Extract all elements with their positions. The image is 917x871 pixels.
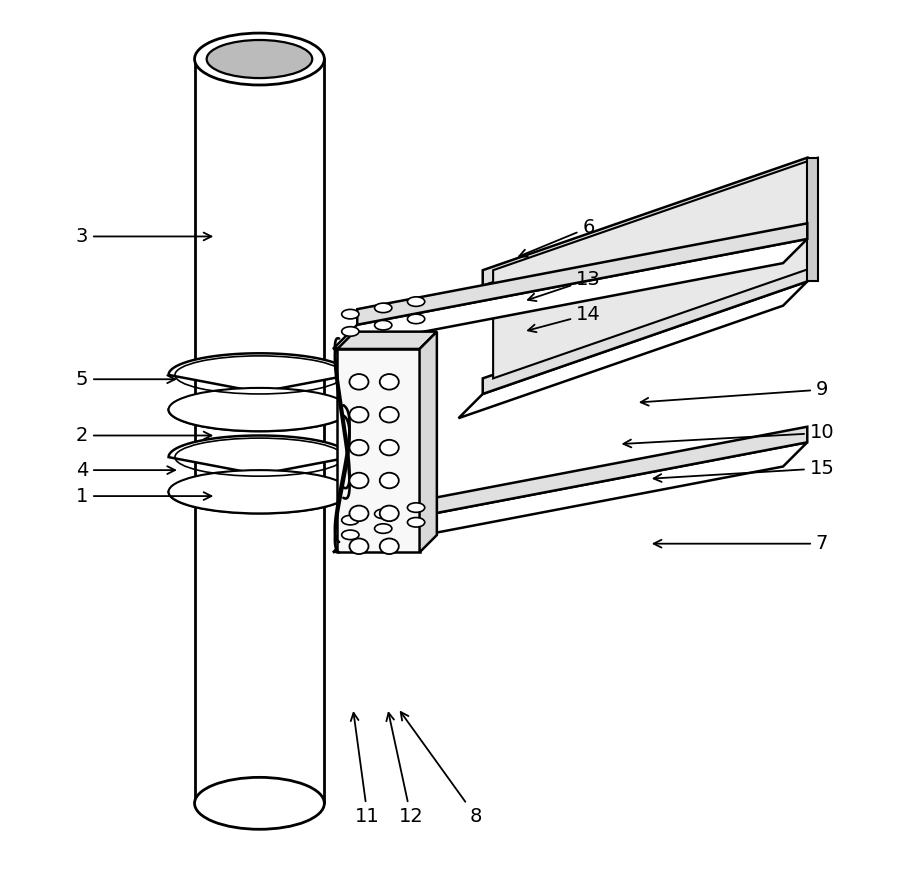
Ellipse shape	[380, 538, 399, 554]
Polygon shape	[458, 281, 807, 418]
Polygon shape	[482, 266, 807, 394]
Ellipse shape	[374, 523, 392, 533]
Polygon shape	[337, 349, 420, 552]
Ellipse shape	[374, 321, 392, 330]
Polygon shape	[169, 354, 350, 431]
Ellipse shape	[342, 309, 359, 319]
Ellipse shape	[349, 473, 369, 489]
Polygon shape	[807, 158, 818, 281]
Text: 12: 12	[386, 712, 424, 826]
Ellipse shape	[342, 530, 359, 540]
Ellipse shape	[342, 327, 359, 336]
Polygon shape	[358, 223, 807, 325]
Ellipse shape	[349, 407, 369, 422]
Ellipse shape	[342, 516, 359, 525]
Polygon shape	[194, 59, 325, 803]
Text: 14: 14	[528, 305, 601, 332]
Polygon shape	[420, 332, 436, 552]
Ellipse shape	[349, 505, 369, 521]
Ellipse shape	[407, 503, 425, 512]
Ellipse shape	[380, 407, 399, 422]
Text: 4: 4	[76, 461, 175, 480]
Text: 9: 9	[641, 380, 828, 406]
Ellipse shape	[349, 374, 369, 389]
Ellipse shape	[194, 33, 325, 85]
Polygon shape	[358, 427, 807, 528]
Ellipse shape	[206, 40, 313, 78]
Text: 2: 2	[76, 426, 212, 445]
Polygon shape	[333, 442, 807, 552]
Text: 10: 10	[624, 423, 834, 448]
Ellipse shape	[169, 388, 350, 431]
Ellipse shape	[374, 509, 392, 518]
Polygon shape	[493, 158, 818, 378]
Text: 13: 13	[528, 270, 601, 301]
Polygon shape	[458, 173, 807, 310]
Polygon shape	[333, 239, 807, 349]
Text: 5: 5	[76, 370, 175, 388]
Text: 3: 3	[76, 227, 212, 246]
Polygon shape	[482, 158, 807, 286]
Ellipse shape	[349, 538, 369, 554]
Text: 7: 7	[654, 534, 828, 553]
Text: 15: 15	[654, 459, 834, 482]
Ellipse shape	[380, 505, 399, 521]
Ellipse shape	[349, 440, 369, 456]
Ellipse shape	[407, 517, 425, 527]
Text: 11: 11	[351, 712, 380, 826]
Text: 6: 6	[519, 219, 594, 257]
Ellipse shape	[194, 777, 325, 829]
Ellipse shape	[169, 470, 350, 513]
Ellipse shape	[380, 473, 399, 489]
Ellipse shape	[407, 314, 425, 324]
Polygon shape	[169, 436, 350, 513]
Ellipse shape	[380, 374, 399, 389]
Text: 8: 8	[401, 712, 482, 826]
Polygon shape	[337, 332, 436, 349]
Ellipse shape	[374, 303, 392, 313]
Ellipse shape	[407, 297, 425, 307]
Ellipse shape	[380, 440, 399, 456]
Text: 1: 1	[76, 487, 212, 505]
